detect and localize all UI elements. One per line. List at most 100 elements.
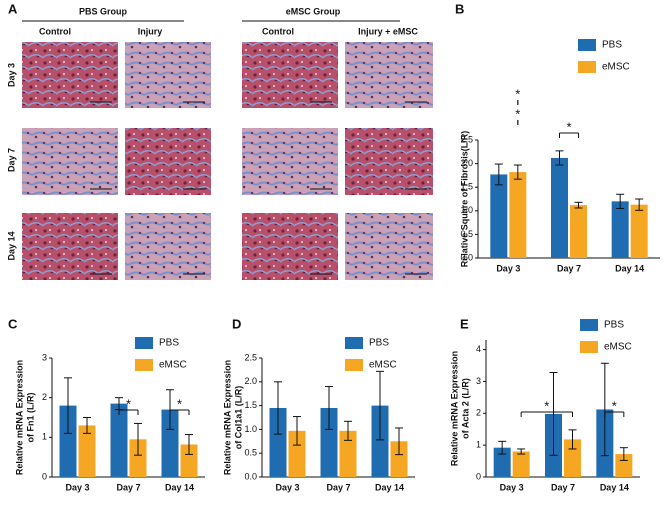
legend-swatch — [580, 341, 598, 353]
y-tick-label: 3 — [476, 376, 481, 386]
panel-label: A — [8, 1, 18, 16]
y-tick-label: 2 — [476, 408, 481, 418]
y-tick-label: 0.0 — [244, 471, 257, 481]
error-bar — [549, 371, 558, 456]
histology-image — [125, 128, 211, 195]
bar — [490, 174, 508, 258]
x-tick-label: Day 7 — [326, 482, 350, 492]
bar — [512, 451, 530, 477]
error-bar — [517, 448, 526, 455]
x-tick-label: Day 7 — [116, 482, 140, 492]
legend-swatch — [580, 319, 598, 331]
bar — [551, 157, 568, 258]
bar — [78, 425, 96, 477]
legend-label: PBS — [369, 338, 389, 349]
bar — [615, 454, 633, 477]
error-bar — [600, 362, 609, 457]
x-tick-label: Day 7 — [557, 263, 581, 273]
panel-label: E — [460, 316, 469, 331]
significance: * — [566, 119, 571, 134]
significance: * — [515, 106, 520, 121]
y-tick-label: 1 — [476, 440, 481, 450]
column-label: Injury — [138, 26, 163, 36]
error-bar — [619, 447, 628, 461]
error-bar — [274, 381, 282, 435]
error-bar — [134, 422, 142, 456]
histology-image — [22, 42, 118, 108]
bar — [611, 201, 629, 258]
significance: * — [126, 396, 131, 411]
bar — [390, 441, 408, 477]
x-tick-label: Day 3 — [496, 263, 520, 273]
x-tick-label: Day 14 — [375, 482, 404, 492]
y-tick-label: 1.0 — [460, 205, 473, 215]
x-tick-label: Day 3 — [500, 482, 524, 492]
legend-label: eMSC — [604, 342, 632, 353]
legend-label: PBS — [159, 338, 179, 349]
error-bar — [395, 427, 403, 456]
y-tick-label: 0.5 — [460, 229, 473, 239]
y-tick-label: 0.0 — [460, 252, 473, 262]
bar — [180, 444, 198, 477]
error-bar — [325, 386, 333, 430]
error-bar — [344, 420, 352, 441]
histology-image — [242, 213, 338, 280]
bar — [339, 430, 357, 477]
legend-swatch — [345, 337, 363, 349]
x-tick-label: Day 3 — [275, 482, 299, 492]
y-axis-label: of Acta 2 (L/R) — [460, 378, 470, 439]
bar — [161, 409, 179, 477]
error-bar — [513, 164, 522, 180]
bar — [564, 439, 581, 477]
legend-swatch — [345, 359, 363, 371]
histology-image — [242, 128, 338, 195]
y-tick-label: 1.5 — [460, 182, 473, 192]
legend-label: eMSC — [369, 360, 397, 371]
histology-image — [125, 213, 211, 280]
error-bar — [376, 370, 384, 441]
legend-label: PBS — [604, 320, 624, 331]
y-tick-label: 0 — [42, 471, 47, 481]
y-tick-label: 1.0 — [244, 424, 257, 434]
y-tick-label: 0 — [476, 471, 481, 481]
panel-label: B — [455, 1, 464, 16]
histology-image — [22, 213, 118, 280]
row-label: Day 14 — [6, 231, 16, 260]
bar — [371, 405, 389, 477]
y-tick-label: 1.5 — [244, 400, 257, 410]
bar — [110, 403, 128, 477]
panel-a: A PBS Group eMSC Group Control Injury Co… — [6, 1, 418, 260]
legend-label: eMSC — [602, 62, 630, 73]
y-tick-label: 2 — [42, 392, 47, 402]
significance: * — [177, 396, 182, 411]
y-axis-label: Relative mRNA Expression — [222, 360, 232, 475]
legend-swatch — [135, 359, 153, 371]
bar — [493, 447, 511, 477]
significance: * — [515, 86, 520, 101]
y-axis-label: Relative Square of Fibrosis(L/R) — [459, 131, 469, 268]
y-axis-label: of Col1a1 (L/R) — [233, 386, 243, 450]
group-label: PBS Group — [79, 6, 128, 16]
legend-label: PBS — [602, 40, 622, 51]
histology-image — [345, 128, 433, 195]
y-tick-label: 2.5 — [244, 352, 257, 362]
histology-image — [22, 128, 118, 195]
error-bar — [185, 434, 193, 455]
panel-label: C — [8, 316, 18, 331]
x-tick-label: Day 7 — [551, 482, 575, 492]
y-tick-label: 2.0 — [460, 158, 473, 168]
significance: * — [544, 398, 549, 413]
histology-image — [345, 213, 433, 280]
error-bar — [64, 377, 72, 434]
column-label: Injury + eMSC — [358, 26, 418, 36]
error-bar — [83, 417, 91, 434]
bar — [59, 405, 77, 477]
bar — [269, 407, 287, 477]
column-label: Control — [39, 26, 71, 36]
error-bar — [494, 163, 503, 186]
y-axis-label: of Fn1 (L/R) — [25, 393, 35, 443]
error-bar — [293, 416, 301, 446]
y-axis-label: Relative mRNA Expression — [449, 351, 459, 466]
y-axis-label: Relative mRNA Expression — [14, 360, 24, 475]
